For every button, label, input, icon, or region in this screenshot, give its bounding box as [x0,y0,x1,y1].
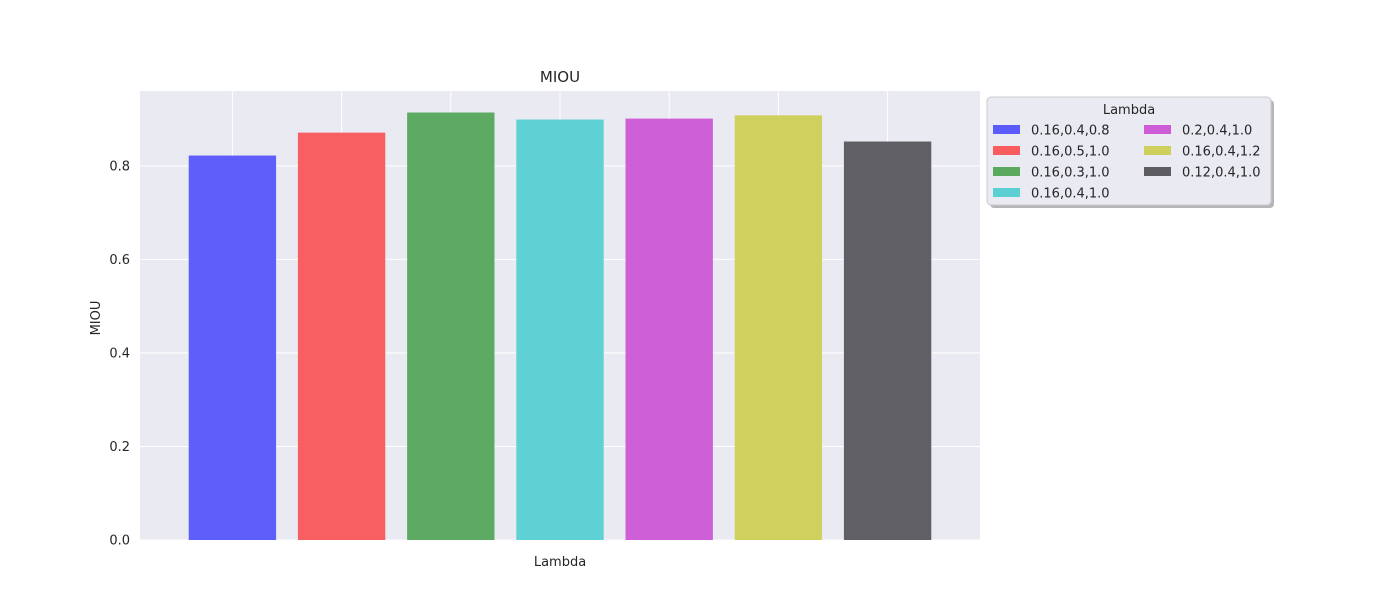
legend-label: 0.12,0.4,1.0 [1182,166,1261,181]
bar-1 [188,155,277,540]
y-tick-labels: 0.0 0.2 0.4 0.6 0.8 [109,159,130,548]
legend-swatch [1144,125,1171,134]
bar-3 [407,112,495,540]
y-tick-label: 0.8 [109,159,130,174]
y-tick-label: 0.6 [109,253,130,268]
legend-label: 0.16,0.4,0.8 [1031,124,1110,139]
bar-5 [625,118,713,541]
legend: Lambda 0.16,0.4,0.8 0.16,0.5,1.0 0.16,0.3,… [986,96,1274,208]
bar-4 [516,119,604,540]
legend-label: 0.16,0.4,1.0 [1031,187,1110,202]
legend-title: Lambda [1103,103,1155,118]
x-axis-label: Lambda [534,555,586,570]
bar-7 [843,141,932,540]
legend-swatch [993,146,1020,155]
legend-swatch [1144,167,1171,176]
y-axis-label: MIOU [89,301,104,336]
chart-title: MIOU [540,68,580,86]
bars [188,112,932,541]
legend-swatch [993,167,1020,176]
bar-2 [297,132,386,540]
legend-box [986,96,1272,206]
legend-label: 0.2,0.4,1.0 [1182,124,1252,139]
y-tick-label: 0.2 [109,440,130,455]
y-tick-label: 0.0 [109,534,130,549]
legend-label: 0.16,0.3,1.0 [1031,166,1110,181]
legend-swatch [993,125,1020,134]
legend-label: 0.16,0.5,1.0 [1031,145,1110,160]
legend-swatch [993,188,1020,197]
bar-6 [734,115,823,540]
legend-items: 0.16,0.4,0.8 0.16,0.5,1.0 0.16,0.3,1.0 0.16… [993,124,1261,202]
y-tick-label: 0.4 [109,346,130,361]
legend-label: 0.16,0.4,1.2 [1182,145,1261,160]
legend-swatch [1144,146,1171,155]
